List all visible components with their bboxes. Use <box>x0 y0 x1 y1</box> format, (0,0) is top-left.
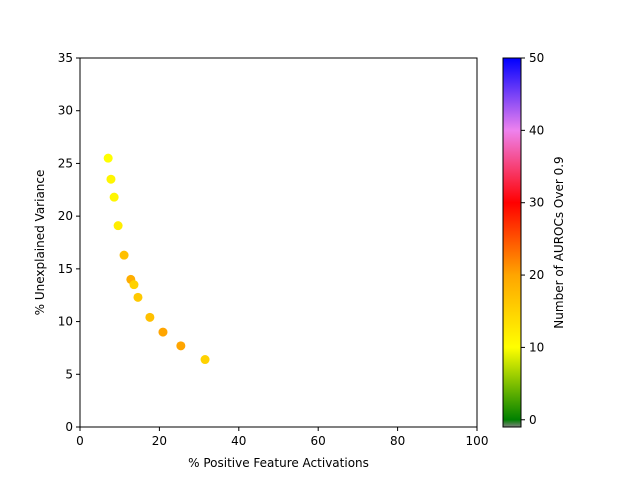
colorbar-tick-label: 10 <box>529 340 544 354</box>
y-tick-label: 20 <box>58 209 73 223</box>
y-axis-label: % Unexplained Variance <box>33 170 47 316</box>
x-tick-label: 40 <box>231 434 246 448</box>
y-tick-label: 35 <box>58 51 73 65</box>
y-tick-label: 15 <box>58 262 73 276</box>
colorbar-label: Number of AUROCs Over 0.9 <box>552 156 566 328</box>
scatter-point <box>158 327 168 337</box>
scatter-point <box>119 250 129 260</box>
plot-area <box>103 153 210 365</box>
y-tick-label: 0 <box>65 420 73 434</box>
y-tick-label: 5 <box>65 367 73 381</box>
scatter-point <box>176 341 186 351</box>
scatter-point <box>106 174 116 184</box>
colorbar-ticks: 0 10 20 30 40 50 <box>521 51 544 427</box>
colorbar-tick-label: 0 <box>529 413 537 427</box>
x-tick-label: 100 <box>466 434 489 448</box>
scatter-point <box>103 153 113 163</box>
scatter-point <box>113 221 123 231</box>
scatter-point <box>145 312 155 322</box>
axes-frame <box>79 57 478 428</box>
x-tick-label: 80 <box>390 434 405 448</box>
x-axis-label: % Positive Feature Activations <box>188 456 369 470</box>
scatter-point <box>109 192 119 202</box>
colorbar-tick-label: 30 <box>529 196 544 210</box>
y-tick-label: 10 <box>58 315 73 329</box>
scatter-point <box>200 355 210 365</box>
y-tick-label: 25 <box>58 156 73 170</box>
scatter-point <box>133 292 143 302</box>
colorbar <box>502 57 522 428</box>
x-tick-label: 0 <box>76 434 84 448</box>
x-tick-label: 20 <box>152 434 167 448</box>
colorbar-tick-label: 40 <box>529 123 544 137</box>
colorbar-tick-label: 20 <box>529 268 544 282</box>
y-tick-label: 30 <box>58 104 73 118</box>
scatter-point <box>129 280 139 290</box>
colorbar-tick-label: 50 <box>529 51 544 65</box>
x-tick-label: 60 <box>311 434 326 448</box>
